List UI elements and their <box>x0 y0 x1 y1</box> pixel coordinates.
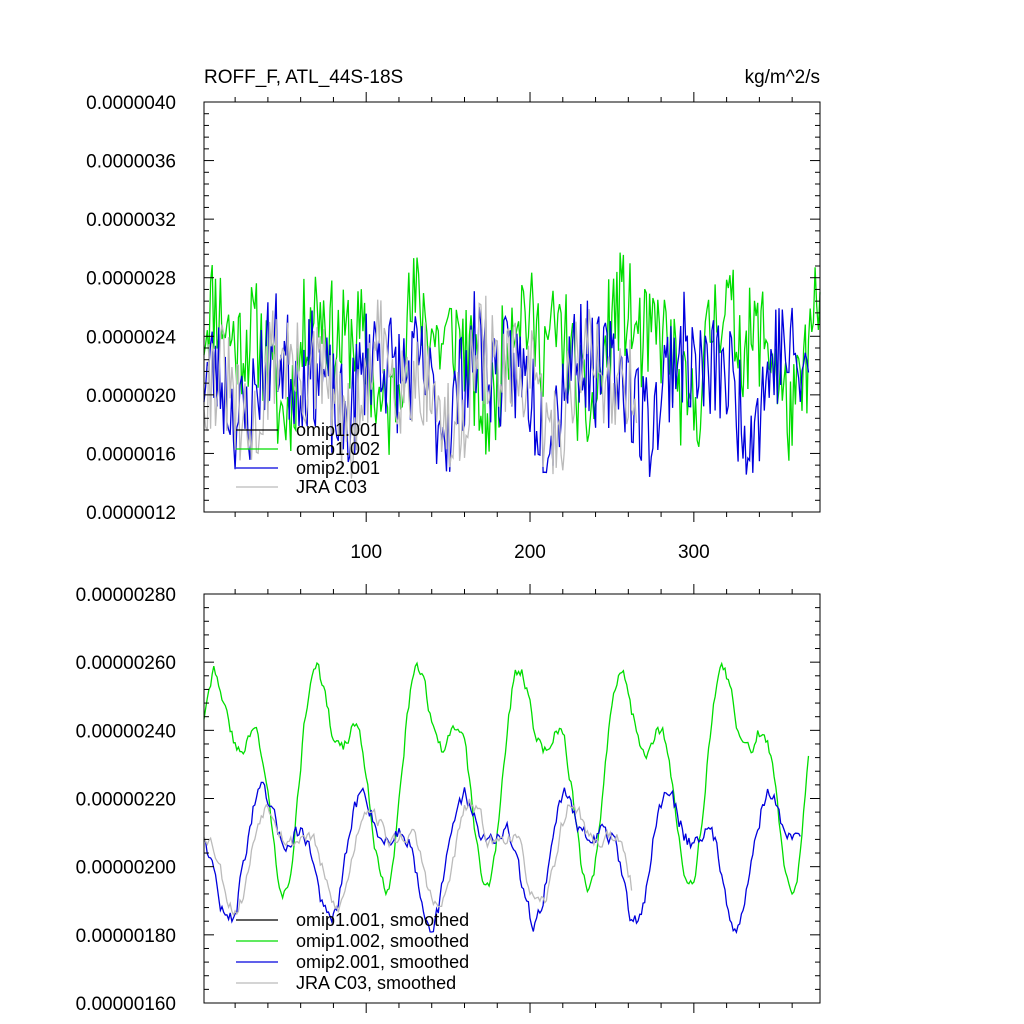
x-tick-label: 200 <box>514 542 546 563</box>
top-units: kg/m^2/s <box>745 67 820 88</box>
y-tick-label: 0.0000020 <box>86 386 176 407</box>
y-tick-label: 0.0000032 <box>86 210 176 231</box>
y-tick-label: 0.0000016 <box>86 444 176 465</box>
y-tick-label: 0.00000280 <box>76 585 176 606</box>
bottom-series-lines <box>203 661 810 935</box>
legend-label: omip2.001, smoothed <box>296 952 469 972</box>
y-tick-label: 0.00000180 <box>76 926 176 947</box>
series-line-3 <box>203 291 810 477</box>
y-tick-label: 0.0000036 <box>86 152 176 173</box>
y-tick-label: 0.0000028 <box>86 269 176 290</box>
y-tick-label: 0.00000240 <box>76 721 176 742</box>
legend-label: omip1.001, smoothed <box>296 910 469 930</box>
legend-label: JRA C03, smoothed <box>296 973 456 993</box>
legend-label: omip2.001 <box>296 458 380 478</box>
legend-label: omip1.002 <box>296 439 380 459</box>
top-axis-ticks: 0.0000012 0.0000016 0.0000020 0.0000024 0.00… <box>86 92 820 563</box>
y-tick-label: 0.00000260 <box>76 653 176 674</box>
legend-label: omip1.002, smoothed <box>296 931 469 951</box>
legend-label: JRA C03 <box>296 477 367 497</box>
legend-label: omip1.001 <box>296 420 380 440</box>
series-line-4 <box>203 798 633 917</box>
x-tick-label: 300 <box>678 542 710 563</box>
top-title: ROFF_F, ATL_44S-18S <box>204 67 403 88</box>
series-line-2 <box>203 661 810 901</box>
bottom-axis-ticks: 0.00000160 0.00000180 0.00000200 0.00000220… <box>76 584 820 1015</box>
top-series-lines <box>203 252 821 479</box>
y-tick-label: 0.0000040 <box>86 93 176 114</box>
y-tick-label: 0.00000220 <box>76 790 176 811</box>
y-tick-label: 0.00000160 <box>76 994 176 1015</box>
top-plot-frame <box>203 101 821 513</box>
y-tick-label: 0.0000012 <box>86 503 176 524</box>
y-tick-label: 0.0000024 <box>86 327 176 348</box>
series-line-4 <box>203 295 638 479</box>
y-tick-label: 0.00000200 <box>76 858 176 879</box>
top-panel: ROFF_F, ATL_44S-18S kg/m^2/s 0.00000120.… <box>86 67 821 563</box>
x-tick-label: 100 <box>350 542 382 563</box>
bottom-panel: 0.00000160 0.00000180 0.00000200 0.00000220… <box>76 584 821 1015</box>
